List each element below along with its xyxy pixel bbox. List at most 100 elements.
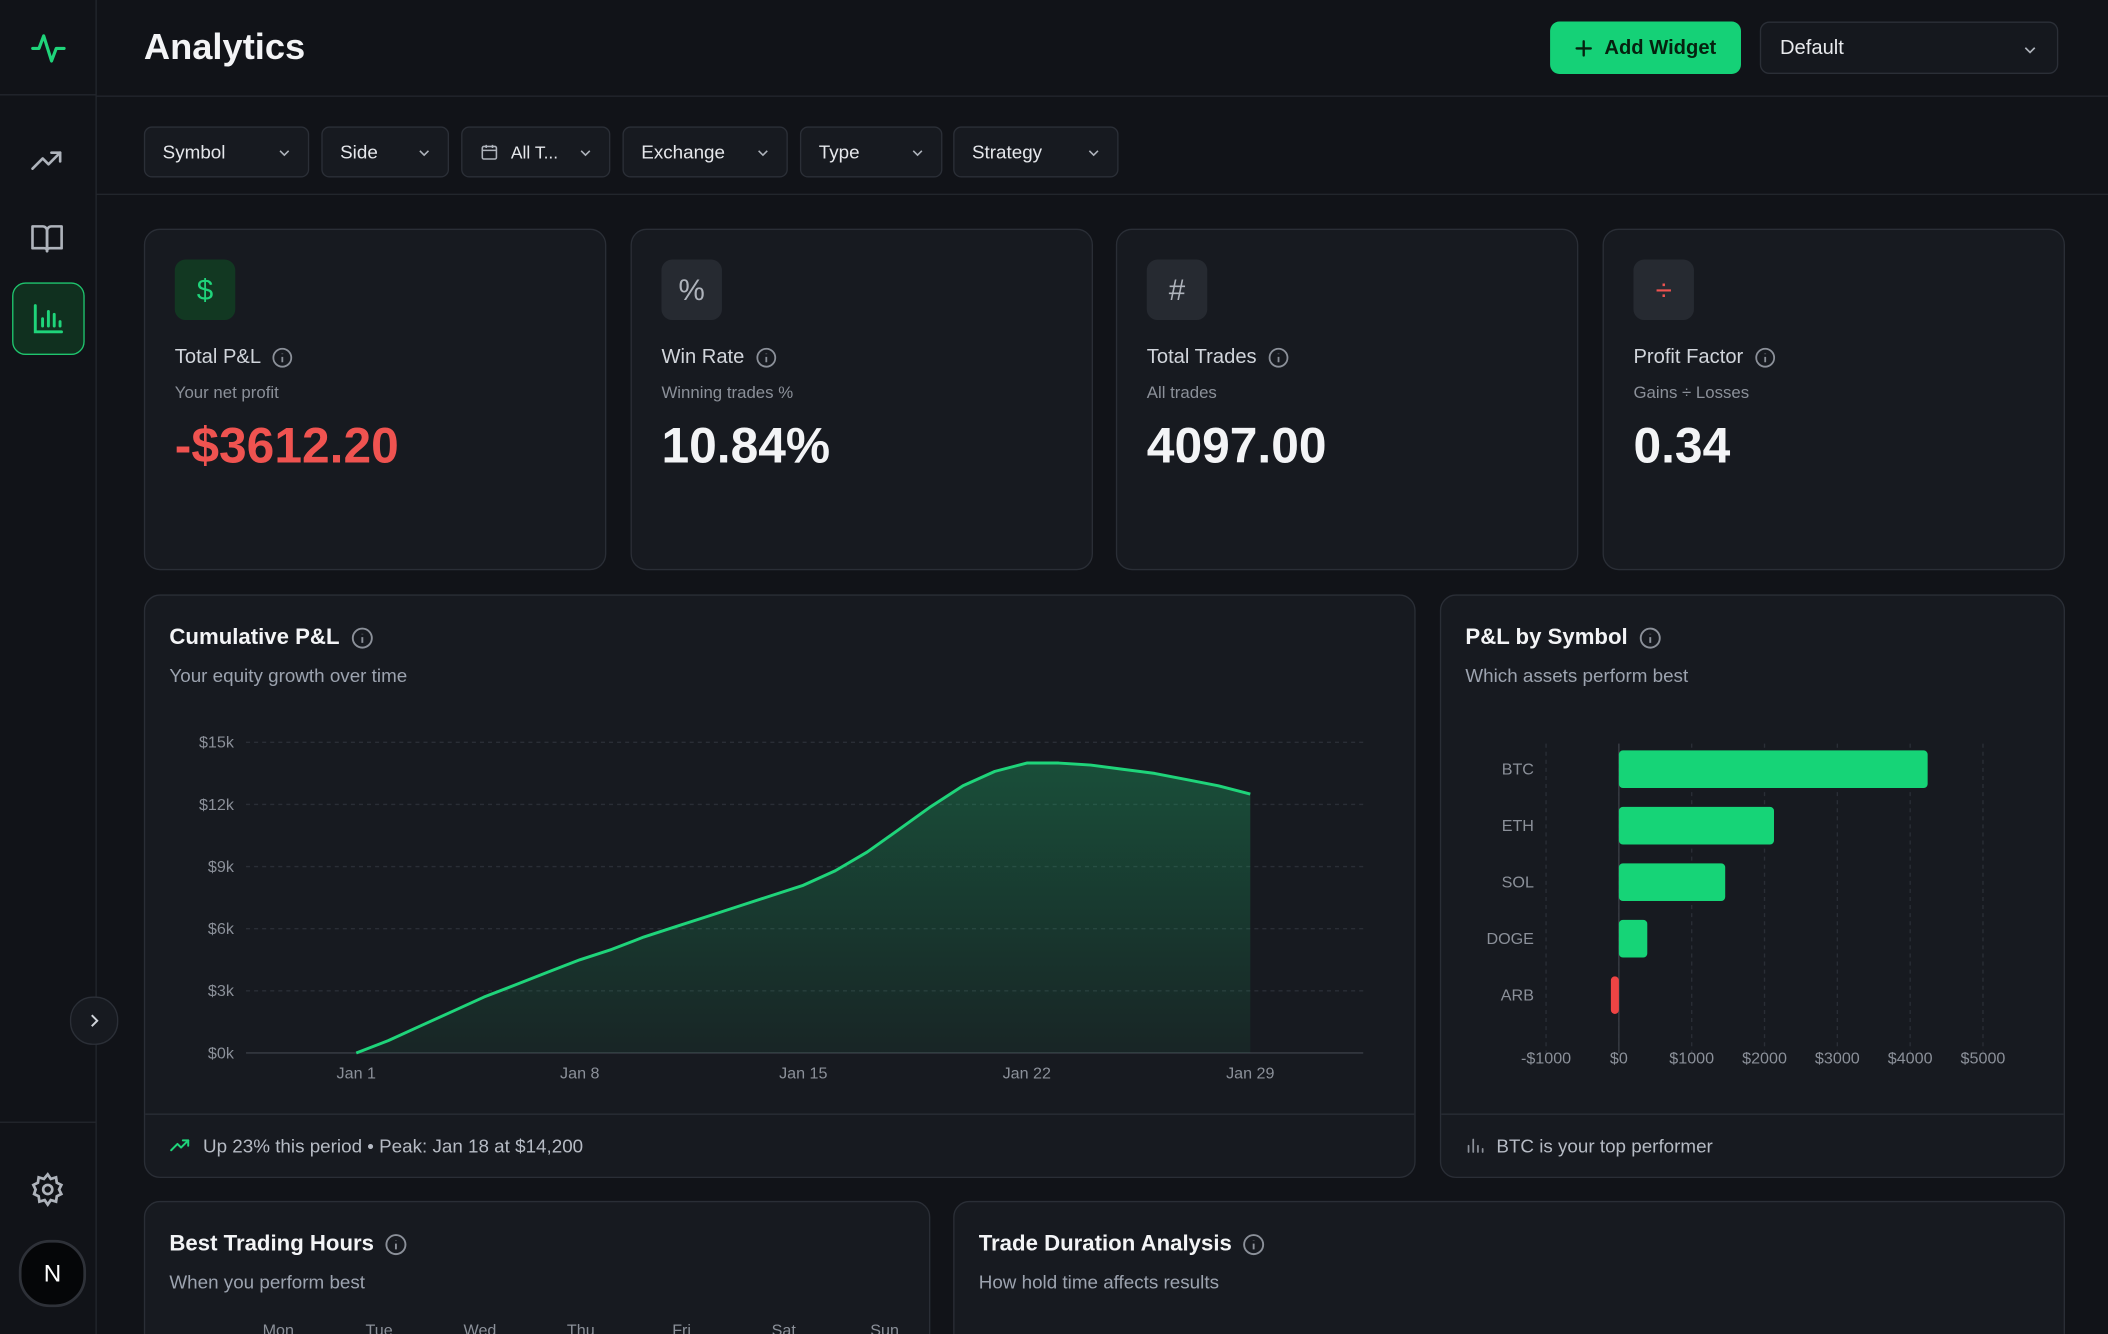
- filter[interactable]: All T...: [461, 126, 611, 178]
- day-label: Tue: [365, 1320, 393, 1334]
- y-tick-label: DOGE: [1486, 930, 1534, 948]
- divider: [0, 94, 96, 96]
- y-tick-label: SOL: [1502, 874, 1534, 892]
- bar: [1610, 976, 1619, 1014]
- day-label: Sun: [870, 1320, 899, 1334]
- select-value: Default: [1779, 36, 1844, 60]
- stat-value: 10.84%: [661, 418, 831, 474]
- x-tick-label: $1000: [1669, 1050, 1714, 1068]
- bar: [1618, 806, 1774, 845]
- stat-card: ÷ Profit Factor Gains ÷ Losses 0.34: [1602, 228, 2065, 571]
- card-footer: BTC is your top performer: [1441, 1113, 2064, 1176]
- filter-label: Exchange: [641, 141, 726, 163]
- x-tick-label: $4000: [1888, 1050, 1933, 1068]
- y-tick-label: $0k: [208, 1044, 235, 1062]
- footer-text: BTC is your top performer: [1496, 1135, 1713, 1157]
- card-title: Best Trading Hours: [169, 1232, 407, 1258]
- stat-value: 4097.00: [1146, 418, 1327, 474]
- sidebar: N: [0, 0, 119, 1334]
- x-tick-label: $0: [1610, 1050, 1628, 1068]
- day-label: Sat: [771, 1320, 796, 1334]
- filter-label: Symbol: [162, 141, 226, 163]
- stat-card: # Total Trades All trades 4097.00: [1115, 228, 1579, 571]
- card-title: Trade Duration Analysis: [979, 1232, 1266, 1258]
- settings[interactable]: [30, 1171, 66, 1208]
- y-tick-label: $12k: [199, 796, 235, 814]
- nav-trends[interactable]: [12, 126, 82, 196]
- x-tick-label: $2000: [1742, 1050, 1787, 1068]
- header: Analytics Add Widget Default: [95, 0, 2108, 97]
- collapse-toggle[interactable]: [69, 996, 119, 1045]
- x-tick-label: $5000: [1961, 1050, 2006, 1068]
- y-tick-label: $15k: [199, 734, 235, 752]
- filter[interactable]: Symbol: [143, 126, 310, 178]
- day-label: Fri: [672, 1320, 692, 1334]
- y-tick-label: $3k: [208, 982, 235, 1000]
- chart-card: $0k $3k $6k $9k $12k $15k Jan 1 Jan 8 Jan 15 Jan …: [143, 594, 1416, 1179]
- day-label: Wed: [463, 1320, 497, 1334]
- duration-card: Trade Duration Analysis How hold time af…: [953, 1200, 2065, 1334]
- card-title: P&L by Symbol: [1465, 625, 1661, 651]
- bar: [1618, 919, 1648, 958]
- title-text: Best Trading Hours: [169, 1231, 375, 1257]
- x-tick-label: Jan 22: [1003, 1065, 1051, 1083]
- card-subtitle: How hold time affects results: [978, 1270, 1219, 1293]
- card-footer: Up 23% this period • Peak: Jan 18 at $14…: [145, 1113, 1415, 1176]
- x-tick-label: $3000: [1815, 1050, 1860, 1068]
- stat-card: $ Total P&L Your net profit -$3612.20: [143, 228, 607, 571]
- filter-label: Strategy: [972, 141, 1043, 163]
- x-tick-label: Jan 29: [1226, 1065, 1274, 1083]
- filter[interactable]: Exchange: [622, 126, 788, 178]
- nav-journal[interactable]: [12, 203, 82, 273]
- card-subtitle: Which assets perform best: [1465, 664, 1689, 686]
- stat-label: Total P&L: [175, 346, 294, 369]
- stat-icon: $: [174, 259, 236, 321]
- stat-icon: #: [1146, 259, 1208, 321]
- y-tick-label: $9k: [208, 858, 235, 876]
- layout-select[interactable]: Default: [1759, 21, 2059, 74]
- label-text: Total Trades: [1146, 345, 1257, 369]
- y-tick-label: ETH: [1502, 817, 1534, 835]
- day-label: Thu: [566, 1320, 595, 1334]
- stat-label: Profit Factor: [1633, 346, 1775, 369]
- stat-icon: %: [661, 259, 722, 321]
- nav-analytics[interactable]: [12, 282, 85, 356]
- day-label: Mon: [262, 1320, 294, 1334]
- filter[interactable]: Type: [799, 126, 943, 178]
- button-label: Add Widget: [1604, 36, 1717, 60]
- x-tick-label: Jan 1: [337, 1065, 376, 1083]
- stat-subtitle: Gains ÷ Losses: [1633, 383, 1750, 403]
- add-widget-button[interactable]: Add Widget: [1550, 21, 1741, 74]
- label-text: Profit Factor: [1633, 345, 1744, 369]
- x-tick-label: Jan 15: [779, 1065, 827, 1083]
- label-text: Win Rate: [661, 345, 745, 369]
- footer-text: Up 23% this period • Peak: Jan 18 at $14…: [203, 1135, 584, 1157]
- y-tick-label: ARB: [1501, 987, 1534, 1005]
- title-text: P&L by Symbol: [1465, 625, 1628, 650]
- filter[interactable]: Side: [321, 126, 450, 178]
- card-title: Cumulative P&L: [169, 625, 373, 651]
- area: [356, 763, 1251, 1053]
- chart: $0k $3k $6k $9k $12k $15k Jan 1 Jan 8 Jan 15 Jan …: [199, 734, 1364, 1083]
- avatar[interactable]: N: [18, 1239, 87, 1308]
- filter[interactable]: Strategy: [953, 126, 1119, 178]
- title-text: Trade Duration Analysis: [978, 1231, 1232, 1257]
- label-text: Total P&L: [174, 345, 262, 369]
- stat-subtitle: All trades: [1146, 383, 1217, 403]
- filter-label: All T...: [510, 141, 559, 163]
- title-text: Cumulative P&L: [169, 625, 340, 650]
- logo: [31, 34, 66, 63]
- y-tick-label: BTC: [1502, 761, 1535, 779]
- hours-card: Best Trading Hours When you perform best…: [143, 1200, 931, 1334]
- chart: -$1000 $0 $1000 $2000 $3000 $4000 $5000 BTC ETH S…: [1486, 743, 2006, 1068]
- stat-label: Win Rate: [661, 346, 776, 369]
- filter-bar: Symbol Side All T... Exchange Type Strat…: [95, 97, 2108, 195]
- stat-card: % Win Rate Winning trades % 10.84%: [630, 228, 1093, 571]
- stat-icon: ÷: [1633, 259, 1694, 321]
- avatar-initial: N: [43, 1259, 62, 1287]
- stat-value: -$3612.20: [174, 418, 399, 474]
- filter-label: Type: [818, 141, 860, 163]
- line: [355, 761, 1251, 1055]
